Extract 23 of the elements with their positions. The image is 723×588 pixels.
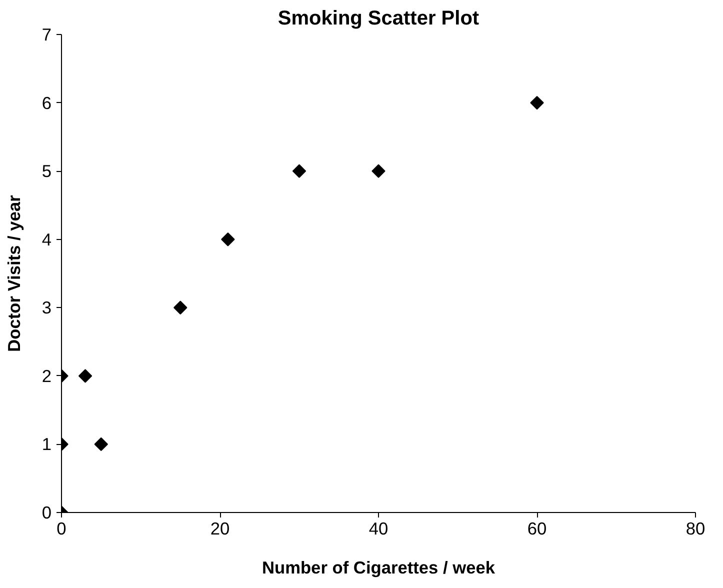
y-tick-label: 6 <box>42 92 52 113</box>
x-tick-label: 40 <box>368 518 388 538</box>
x-tick-label: 20 <box>210 518 230 538</box>
y-tick-label: 4 <box>42 229 52 250</box>
y-tick-label: 0 <box>42 502 52 522</box>
y-axis-title: Doctor Visits / year <box>4 194 24 352</box>
point <box>174 300 188 315</box>
point <box>94 437 108 452</box>
y-tick-label: 7 <box>42 24 52 44</box>
point <box>221 232 235 246</box>
x-tick-label: 60 <box>527 518 547 538</box>
y-tick-label: 5 <box>42 161 52 182</box>
point <box>530 96 544 110</box>
x-axis-title: Number of Cigarettes / week <box>262 558 496 578</box>
y-tick-label: 1 <box>42 434 52 454</box>
point <box>78 369 92 383</box>
point <box>372 164 386 178</box>
chart-title: Smoking Scatter Plot <box>278 8 480 30</box>
x-tick-label: 0 <box>56 518 66 538</box>
y-tick-label: 3 <box>42 298 52 318</box>
y-tick-label: 2 <box>42 366 52 386</box>
point <box>292 164 306 178</box>
x-tick-label: 80 <box>686 518 706 538</box>
